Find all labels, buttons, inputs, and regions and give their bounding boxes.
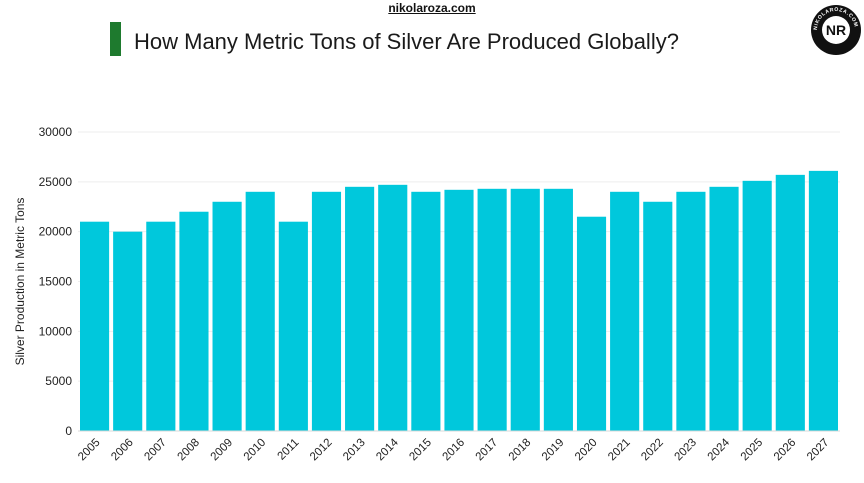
bar-2025: [742, 180, 772, 431]
x-tick-label: 2025: [739, 437, 766, 464]
x-tick-label: 2015: [407, 437, 434, 464]
title-accent-bar: [110, 22, 121, 56]
x-tick-label: 2023: [672, 437, 699, 464]
bar-2012: [311, 191, 342, 431]
y-tick-label: 5000: [45, 374, 72, 388]
y-tick-label: 20000: [39, 225, 73, 239]
bar-2009: [212, 201, 242, 431]
x-tick-label: 2027: [805, 437, 832, 464]
bar-2021: [610, 191, 640, 431]
x-tick-label: 2011: [275, 437, 301, 463]
bar-2014: [378, 184, 408, 431]
logo-initials: NR: [826, 22, 846, 38]
y-tick-label: 25000: [39, 175, 73, 189]
bar-2013: [345, 186, 375, 431]
x-tick-label: 2021: [606, 437, 633, 464]
x-tick-label: 2005: [76, 437, 103, 464]
x-tick-label: 2010: [242, 437, 269, 464]
bar-2019: [543, 188, 573, 431]
x-tick-label: 2020: [573, 437, 600, 464]
bar-2007: [146, 221, 176, 431]
x-tick-label: 2009: [209, 437, 236, 464]
x-tick-label: 2017: [474, 437, 501, 464]
x-tick-label: 2024: [706, 436, 733, 463]
x-tick-label: 2014: [374, 436, 401, 463]
x-tick-label: 2022: [639, 437, 666, 464]
x-tick-label: 2007: [142, 437, 169, 464]
nr-logo: NIKOLAROZA.COM NR: [811, 5, 861, 55]
x-tick-label: 2016: [441, 437, 468, 464]
bar-2011: [278, 221, 308, 431]
y-tick-label: 15000: [39, 275, 73, 289]
bar-2017: [477, 188, 507, 431]
x-tick-label: 2019: [540, 437, 567, 464]
bar-2016: [444, 189, 474, 431]
x-tick-label: 2013: [341, 437, 368, 464]
bar-2010: [245, 191, 275, 431]
x-tick-label: 2018: [507, 437, 534, 464]
bar-2018: [510, 188, 540, 431]
y-tick-label: 30000: [39, 125, 73, 139]
bar-2024: [709, 186, 739, 431]
bar-2027: [808, 170, 838, 431]
bar-2022: [643, 201, 673, 431]
site-link[interactable]: nikolaroza.com: [388, 1, 476, 15]
x-tick-label: 2012: [308, 437, 335, 464]
x-tick-label: 2026: [772, 437, 799, 464]
bar-2015: [411, 191, 441, 431]
chart-title: How Many Metric Tons of Silver Are Produ…: [134, 29, 679, 54]
bar-2005: [80, 221, 110, 431]
bar-2008: [179, 211, 209, 431]
bar-2023: [676, 191, 706, 431]
bar-2026: [775, 174, 805, 431]
y-axis-title: Silver Production in Metric Tons: [13, 198, 27, 366]
x-tick-label: 2008: [175, 437, 202, 464]
y-tick-label: 10000: [39, 324, 73, 338]
x-tick-label: 2006: [109, 437, 136, 464]
bar-2006: [113, 231, 143, 431]
y-tick-label: 0: [65, 424, 72, 438]
bar-2020: [576, 216, 607, 431]
